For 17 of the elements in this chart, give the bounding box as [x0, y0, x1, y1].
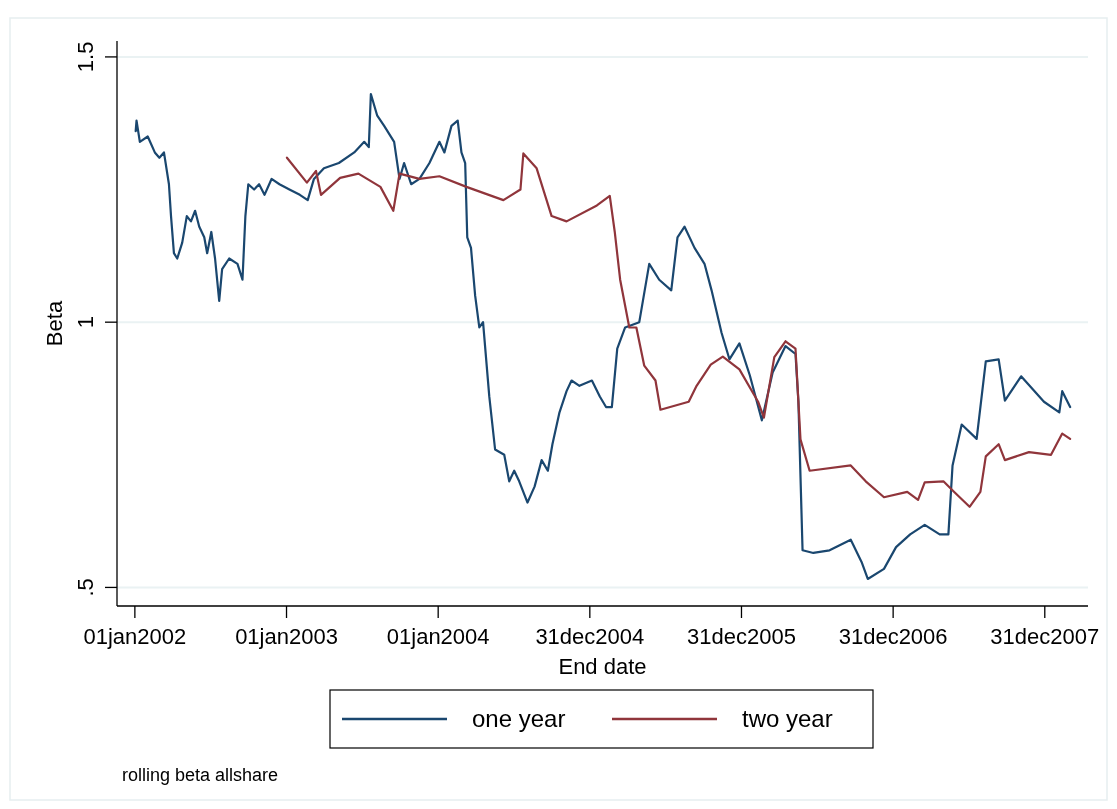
text: rolling beta allshare [122, 765, 279, 785]
x-tick-label: 01jan2004 [386, 624, 490, 649]
x-tick-label: 01jan2003 [235, 624, 338, 649]
line-series [134, 92, 1072, 581]
x-tick-label: 31dec2005 [687, 624, 796, 649]
y-tick-label: .5 [73, 578, 98, 597]
x-tick-label: 01jan2002 [83, 624, 187, 649]
line-series [285, 152, 1072, 508]
y-tick-label: 1 [73, 316, 98, 329]
legend-label: two year [742, 705, 833, 732]
x-tick-label: 31dec2007 [990, 624, 1100, 649]
x-tick-label: 31dec2006 [838, 624, 948, 649]
x-axis-title: End date [558, 654, 647, 679]
y-tick-label: 1.5 [73, 41, 98, 73]
legend-label: one year [472, 705, 566, 732]
y-axis-title: Beta [42, 300, 67, 347]
x-tick-label: 31dec2004 [535, 624, 645, 649]
